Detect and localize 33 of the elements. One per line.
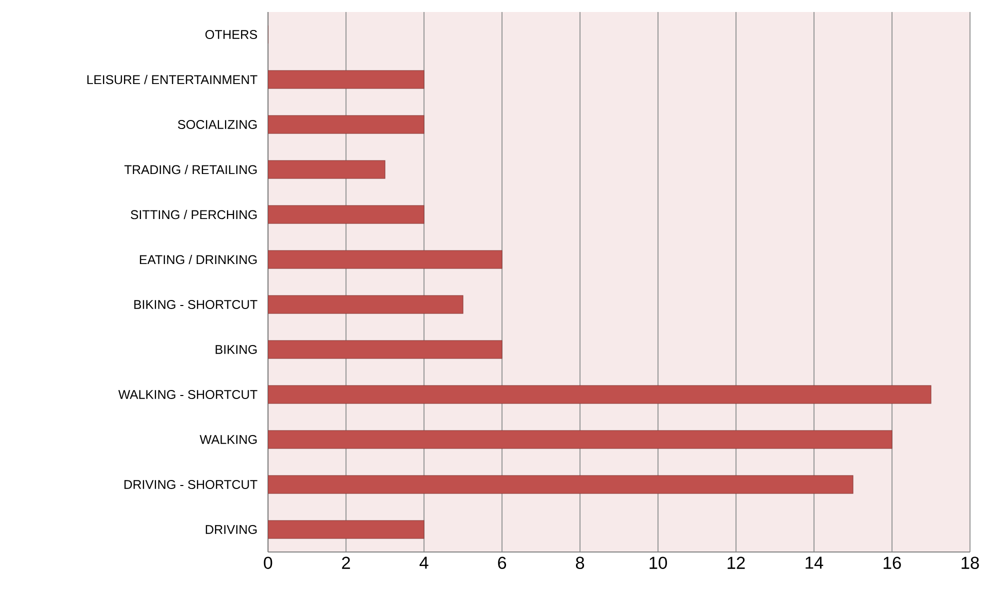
bar <box>268 70 424 89</box>
bar <box>268 520 424 539</box>
y-tick-label: WALKING <box>200 435 257 444</box>
bar <box>268 160 386 179</box>
bar <box>268 205 424 224</box>
y-tick-label: BIKING - SHORTCUT <box>134 300 258 309</box>
x-tick-label: 4 <box>420 556 428 569</box>
x-tick-label: 8 <box>576 556 584 569</box>
y-tick-label: TRADING / RETAILING <box>124 164 257 174</box>
bar <box>268 385 932 404</box>
bar <box>268 250 502 269</box>
y-tick-label: DRIVING <box>206 525 257 534</box>
x-tick-label: 14 <box>806 556 824 569</box>
x-tick-label: 16 <box>884 556 901 569</box>
x-tick-label: 10 <box>650 556 667 569</box>
y-tick-label: EATING / DRINKING <box>140 254 257 264</box>
x-tick-label: 2 <box>342 556 350 569</box>
x-tick-label: 18 <box>962 556 979 569</box>
y-tick-label: WALKING - SHORTCUT <box>118 390 258 399</box>
bar <box>268 430 892 449</box>
y-tick-label: SITTING / PERCHING <box>130 210 257 220</box>
x-tick-label: 12 <box>728 556 745 569</box>
bar <box>268 475 854 494</box>
x-tick-label: 0 <box>264 556 272 569</box>
bar <box>268 295 464 314</box>
y-tick-label: DRIVING - SHORTCUT <box>124 480 258 489</box>
bar <box>268 340 502 359</box>
y-tick-label: OTHERS <box>205 30 258 39</box>
bar <box>268 115 424 134</box>
y-tick-label: BIKING <box>216 345 257 354</box>
x-tick-label: 6 <box>498 556 506 569</box>
y-tick-label: LEISURE / ENTERTAINMENT <box>87 74 258 84</box>
y-tick-label: SOCIALIZING <box>178 120 257 129</box>
